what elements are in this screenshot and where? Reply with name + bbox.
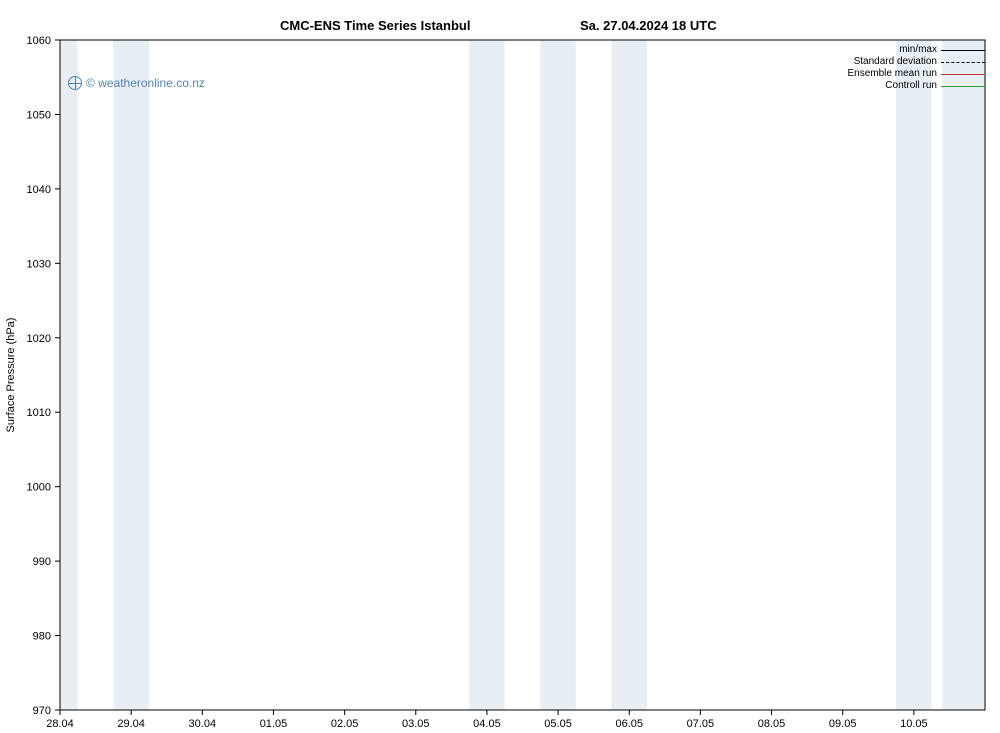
plot-border: [60, 40, 985, 710]
x-tick-label: 06.05: [615, 718, 643, 730]
x-tick-label: 03.05: [402, 718, 430, 730]
y-tick-label: 1040: [27, 184, 51, 196]
y-tick-label: 1020: [27, 333, 51, 345]
legend-swatch: [941, 74, 985, 75]
legend-label: Ensemble mean run: [848, 68, 938, 80]
x-band: [896, 40, 932, 710]
x-tick-label: 02.05: [331, 718, 359, 730]
y-tick-label: 970: [33, 705, 51, 717]
x-tick-label: 28.04: [46, 718, 74, 730]
legend-swatch: [941, 50, 985, 51]
legend-row: Controll run: [848, 80, 986, 92]
x-tick-label: 01.05: [260, 718, 288, 730]
x-band: [611, 40, 647, 710]
x-band: [540, 40, 576, 710]
legend-row: min/max: [848, 44, 986, 56]
legend-label: min/max: [899, 44, 937, 56]
y-tick-label: 990: [33, 556, 51, 568]
y-tick-label: 1010: [27, 407, 51, 419]
x-tick-label: 29.04: [117, 718, 145, 730]
legend-row: Standard deviation: [848, 56, 986, 68]
x-tick-label: 04.05: [473, 718, 501, 730]
legend: min/maxStandard deviationEnsemble mean r…: [848, 44, 986, 92]
watermark: © weatheronline.co.nz: [68, 76, 205, 90]
x-tick-label: 09.05: [829, 718, 857, 730]
legend-label: Standard deviation: [854, 56, 937, 68]
x-band: [469, 40, 505, 710]
x-band: [113, 40, 149, 710]
globe-icon: [68, 76, 82, 90]
y-tick-label: 1060: [27, 35, 51, 47]
legend-row: Ensemble mean run: [848, 68, 986, 80]
x-tick-label: 30.04: [189, 718, 217, 730]
y-tick-label: 980: [33, 631, 51, 643]
x-tick-label: 05.05: [544, 718, 572, 730]
x-tick-label: 10.05: [900, 718, 928, 730]
y-tick-label: 1000: [27, 482, 51, 494]
legend-swatch: [941, 86, 985, 87]
legend-label: Controll run: [885, 80, 937, 92]
y-tick-label: 1030: [27, 258, 51, 270]
chart-root: CMC-ENS Time Series Istanbul Sa. 27.04.2…: [0, 0, 1000, 733]
x-tick-label: 08.05: [758, 718, 786, 730]
x-band: [942, 40, 985, 710]
chart-plot: 970 980 990 1000 1010 1020 1030 1040 1050 1060 28.…: [0, 0, 1000, 733]
watermark-text: © weatheronline.co.nz: [86, 76, 205, 90]
legend-swatch: [941, 62, 985, 63]
y-tick-label: 1050: [27, 109, 51, 121]
x-band: [60, 40, 78, 710]
x-tick-label: 07.05: [687, 718, 715, 730]
y-axis-label: Surface Pressure (hPa): [5, 318, 17, 433]
